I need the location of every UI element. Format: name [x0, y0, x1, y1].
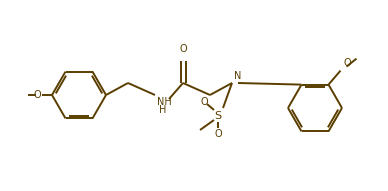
Text: S: S — [215, 111, 222, 121]
Text: NH: NH — [157, 97, 172, 107]
Text: O: O — [179, 44, 187, 54]
Text: O: O — [200, 97, 208, 107]
Text: O: O — [33, 90, 41, 100]
Text: H: H — [159, 105, 167, 115]
Text: O: O — [343, 58, 351, 68]
Text: N: N — [234, 71, 241, 81]
Text: O: O — [214, 129, 222, 139]
